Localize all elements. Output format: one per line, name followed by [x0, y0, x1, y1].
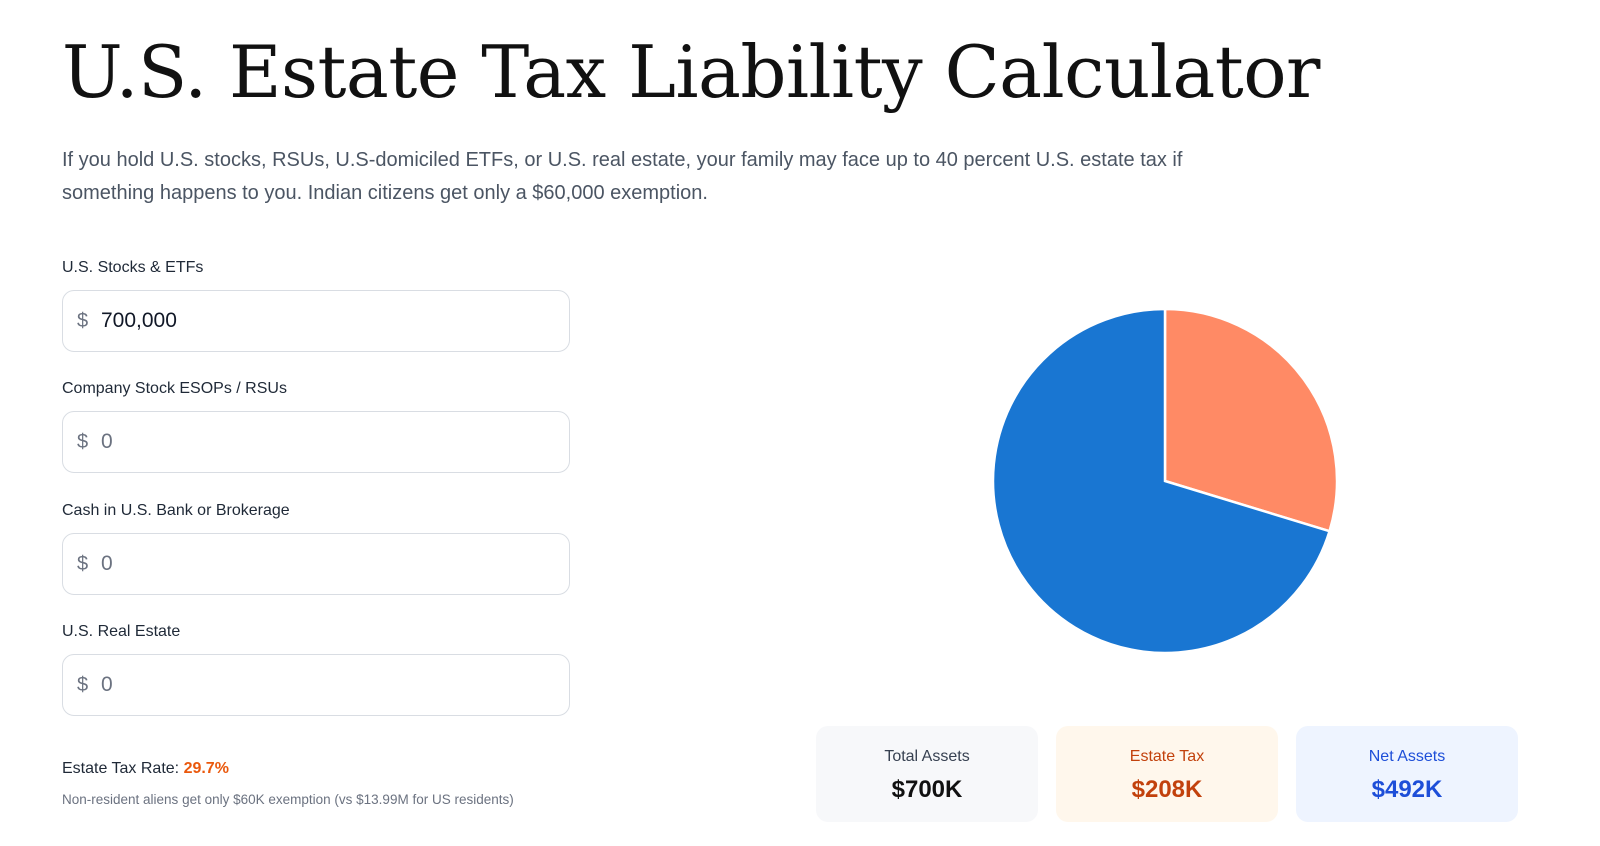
real-estate-field[interactable]: $ [62, 654, 570, 716]
total-assets-value: $700K [891, 776, 963, 803]
us-stocks-label: U.S. Stocks & ETFs [62, 259, 204, 276]
net-assets-value: $492K [1371, 776, 1443, 803]
estate-tax-value: $208K [1131, 776, 1203, 803]
estate-tax-label: Estate Tax [1129, 748, 1205, 765]
company-stock-label: Company Stock ESOPs / RSUs [62, 380, 287, 397]
estate-tax-rate-value: 29.7% [183, 760, 229, 777]
cash-field[interactable]: $ [62, 533, 570, 595]
currency-symbol: $ [77, 552, 89, 575]
net-assets-card: Net Assets $492K [1296, 726, 1518, 822]
currency-symbol: $ [77, 309, 89, 332]
pie-slice-estate-tax [1163, 307, 1339, 533]
cash-label: Cash in U.S. Bank or Brokerage [62, 502, 290, 519]
page-title: U.S. Estate Tax Liability Calculator [62, 30, 1320, 114]
us-stocks-field[interactable]: $ [62, 290, 570, 352]
cash-input[interactable] [101, 534, 541, 594]
currency-symbol: $ [77, 673, 89, 696]
total-assets-card: Total Assets $700K [816, 726, 1038, 822]
estate-pie-chart [991, 307, 1339, 655]
pie-slice-net-assets [991, 307, 1332, 655]
company-stock-input[interactable] [101, 412, 541, 472]
real-estate-label: U.S. Real Estate [62, 623, 181, 640]
estate-tax-rate: Estate Tax Rate: 29.7% [62, 760, 229, 778]
company-stock-field[interactable]: $ [62, 411, 570, 473]
net-assets-label: Net Assets [1368, 748, 1446, 765]
estate-tax-rate-label: Estate Tax Rate: [62, 760, 180, 777]
page-description: If you hold U.S. stocks, RSUs, U.S-domic… [62, 149, 1183, 204]
us-stocks-input[interactable] [101, 291, 541, 351]
currency-symbol: $ [77, 430, 89, 453]
estate-tax-card: Estate Tax $208K [1056, 726, 1278, 822]
total-assets-label: Total Assets [884, 748, 970, 765]
real-estate-input[interactable] [101, 655, 541, 715]
exemption-note: Non-resident aliens get only $60K exempt… [62, 792, 514, 807]
